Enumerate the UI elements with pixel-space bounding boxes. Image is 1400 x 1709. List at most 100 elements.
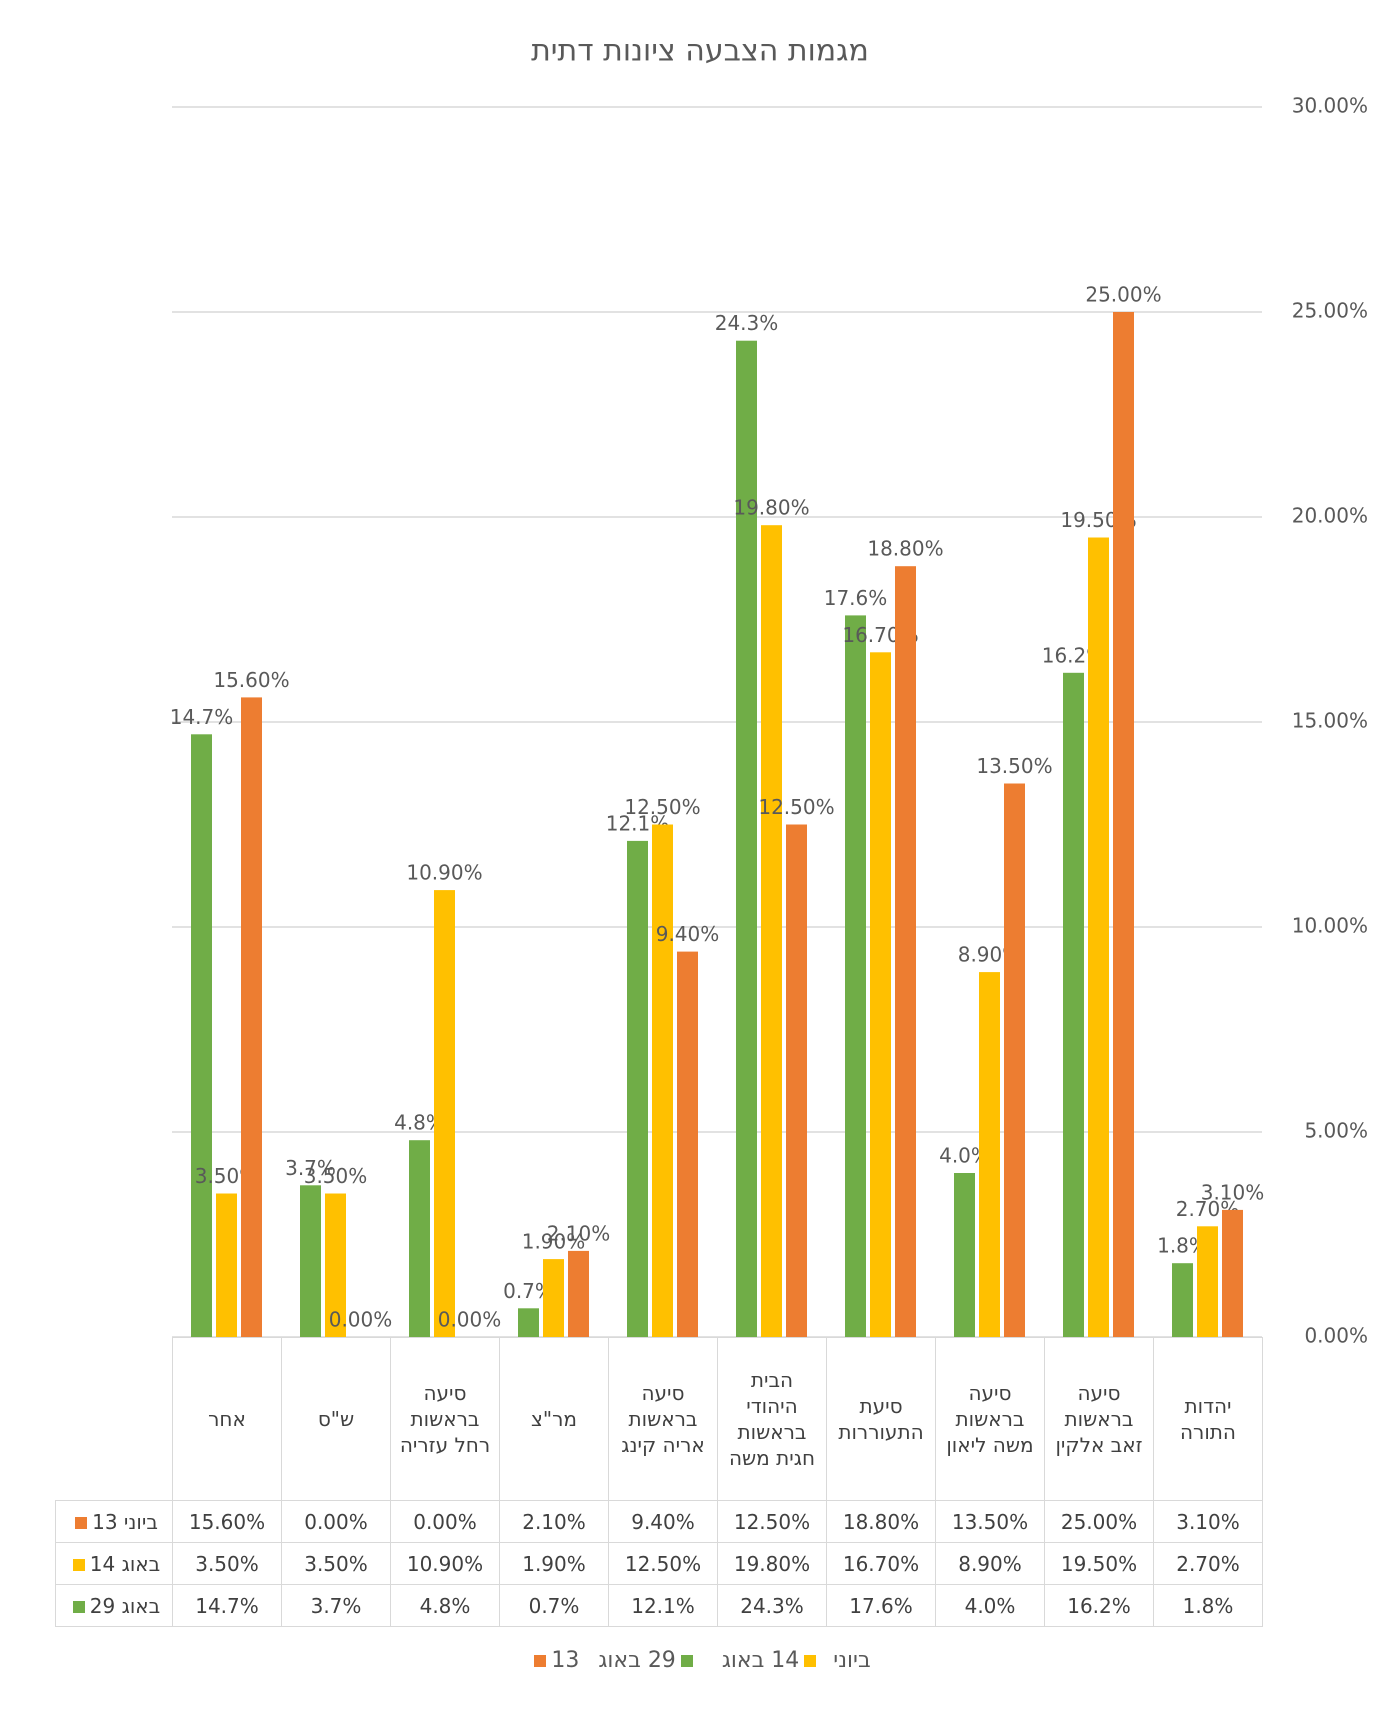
table-row: 29 באוג 14.7% 3.7% 4.8% 0.7% 12.1% 24.3% 17.6% 4… bbox=[55, 1584, 1263, 1627]
table-cell: 19.80% bbox=[717, 1542, 827, 1585]
table-cell: 0.7% bbox=[499, 1584, 609, 1627]
legend-key bbox=[680, 1655, 693, 1667]
table-cell: 16.2% bbox=[1044, 1584, 1154, 1627]
bar bbox=[300, 1185, 321, 1337]
y-tick-label: 20.00% bbox=[1292, 504, 1368, 528]
table-cell: 3.7% bbox=[281, 1584, 391, 1627]
bar bbox=[1004, 783, 1025, 1337]
y-tick-label: 25.00% bbox=[1292, 299, 1368, 323]
bar bbox=[543, 1259, 564, 1337]
table-row: 13 ביוני 15.60% 0.00% 0.00% 2.10% 9.40% 12.50%… bbox=[55, 1500, 1263, 1543]
category-label: סיעה בראשות רחל עזריה bbox=[390, 1337, 500, 1501]
row-header: 14 באוג bbox=[55, 1542, 173, 1585]
y-tick-label: 15.00% bbox=[1292, 709, 1368, 733]
value-label: 0.00% bbox=[329, 1308, 393, 1332]
row-header: 13 ביוני bbox=[55, 1500, 173, 1543]
legend-label: 29 באוג bbox=[598, 1648, 676, 1673]
bar bbox=[216, 1193, 237, 1337]
bar bbox=[409, 1140, 430, 1337]
legend-label: 13 ביוני bbox=[551, 1648, 871, 1673]
table-cell: 3.10% bbox=[1153, 1500, 1263, 1543]
bar bbox=[1088, 537, 1109, 1337]
legend-key bbox=[72, 1558, 85, 1571]
table-cell: 3.50% bbox=[281, 1542, 391, 1585]
y-tick-label: 5.00% bbox=[1304, 1119, 1368, 1143]
bar bbox=[434, 890, 455, 1337]
bar bbox=[627, 840, 648, 1337]
table-cell: 1.90% bbox=[499, 1542, 609, 1585]
bar bbox=[845, 615, 866, 1337]
table-cell: 0.00% bbox=[390, 1500, 500, 1543]
bar bbox=[736, 340, 757, 1337]
category-label: סיעה בראשות אריה קינג bbox=[608, 1337, 718, 1501]
bar bbox=[1063, 672, 1084, 1337]
table-cell: 9.40% bbox=[608, 1500, 718, 1543]
value-label: 3.10% bbox=[1201, 1180, 1265, 1204]
table-corner bbox=[56, 1338, 173, 1501]
legend-label: 14 באוג bbox=[721, 1648, 800, 1673]
value-label: 18.80% bbox=[867, 537, 943, 561]
bar bbox=[325, 1193, 346, 1337]
value-label: 24.3% bbox=[715, 311, 779, 335]
bar bbox=[518, 1308, 539, 1337]
table-cell: 24.3% bbox=[717, 1584, 827, 1627]
table-cell: 25.00% bbox=[1044, 1500, 1154, 1543]
table-cell: 3.50% bbox=[172, 1542, 282, 1585]
value-label: 2.10% bbox=[547, 1221, 611, 1245]
table-cell: 12.50% bbox=[717, 1500, 827, 1543]
value-label: 12.50% bbox=[758, 795, 834, 819]
table-cell: 16.70% bbox=[826, 1542, 936, 1585]
table-cell: 8.90% bbox=[935, 1542, 1045, 1585]
bar bbox=[979, 972, 1000, 1337]
category-label: סיעה בראשות משה ליאון bbox=[935, 1337, 1045, 1501]
value-label: 10.90% bbox=[406, 861, 482, 885]
value-label: 3.50% bbox=[304, 1164, 368, 1188]
bar bbox=[1197, 1226, 1218, 1337]
category-label: יהדות התורה bbox=[1153, 1337, 1263, 1501]
value-label: 9.40% bbox=[656, 922, 720, 946]
value-label: 13.50% bbox=[976, 754, 1052, 778]
bar bbox=[1172, 1263, 1193, 1337]
legend-item: 29 באוג bbox=[598, 1648, 697, 1673]
bar bbox=[568, 1250, 589, 1337]
table-cell: 15.60% bbox=[172, 1500, 282, 1543]
value-label: 19.80% bbox=[733, 496, 809, 520]
legend-item: 14 באוג bbox=[722, 1648, 821, 1673]
legend: 13 ביוני14 באוג 29 באוג bbox=[0, 1648, 1400, 1673]
bar bbox=[954, 1173, 975, 1337]
bar bbox=[1113, 312, 1134, 1337]
data-table: אחר ש"ס סיעה בראשות רחל עזריה מר"צ סיעה בראש… bbox=[55, 1337, 1263, 1627]
table-cell: 4.0% bbox=[935, 1584, 1045, 1627]
table-cell: 4.8% bbox=[390, 1584, 500, 1627]
table-cell: 12.1% bbox=[608, 1584, 718, 1627]
category-label: סיעה בראשות זאב אלקין bbox=[1044, 1337, 1154, 1501]
value-label: 0.00% bbox=[438, 1308, 502, 1332]
legend-item: 13 ביוני bbox=[529, 1648, 871, 1673]
legend-key bbox=[72, 1600, 85, 1613]
value-label: 3.7% bbox=[285, 1156, 336, 1180]
category-label: ש"ס bbox=[281, 1337, 391, 1501]
table-cell: 12.50% bbox=[608, 1542, 718, 1585]
table-cell: 14.7% bbox=[172, 1584, 282, 1627]
value-label: 1.90% bbox=[522, 1230, 586, 1254]
bar bbox=[870, 652, 891, 1337]
bar bbox=[191, 734, 212, 1337]
value-label: 25.00% bbox=[1085, 283, 1161, 307]
legend-key bbox=[534, 1655, 547, 1667]
row-header-label: 29 באוג bbox=[89, 1593, 161, 1618]
row-header-label: 14 באוג bbox=[89, 1551, 161, 1576]
chart-title: מגמות הצבעה ציונות דתית bbox=[531, 34, 869, 69]
table-cell: 19.50% bbox=[1044, 1542, 1154, 1585]
bar bbox=[652, 824, 673, 1337]
category-label: סיעת התעוררות bbox=[826, 1337, 936, 1501]
bar bbox=[1222, 1209, 1243, 1337]
legend-key bbox=[75, 1516, 88, 1529]
table-cell: 2.10% bbox=[499, 1500, 609, 1543]
table-cell: 17.6% bbox=[826, 1584, 936, 1627]
category-label: אחר bbox=[172, 1337, 282, 1501]
bar bbox=[241, 697, 262, 1337]
table-row: 14 באוג 3.50% 3.50% 10.90% 1.90% 12.50% 19.80%… bbox=[55, 1542, 1263, 1585]
legend-key bbox=[804, 1655, 817, 1667]
value-label: 14.7% bbox=[170, 705, 234, 729]
